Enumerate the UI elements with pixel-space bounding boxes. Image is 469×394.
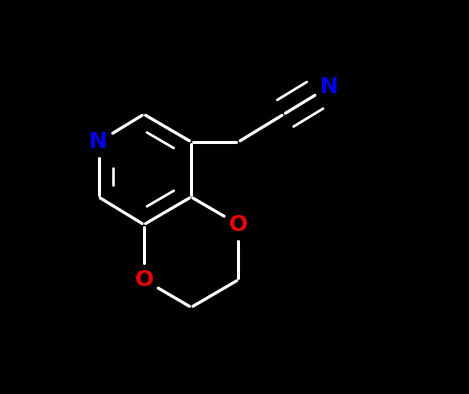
Text: N: N [89,132,108,152]
Text: N: N [320,77,338,97]
Text: O: O [229,215,248,234]
Text: O: O [135,270,153,290]
